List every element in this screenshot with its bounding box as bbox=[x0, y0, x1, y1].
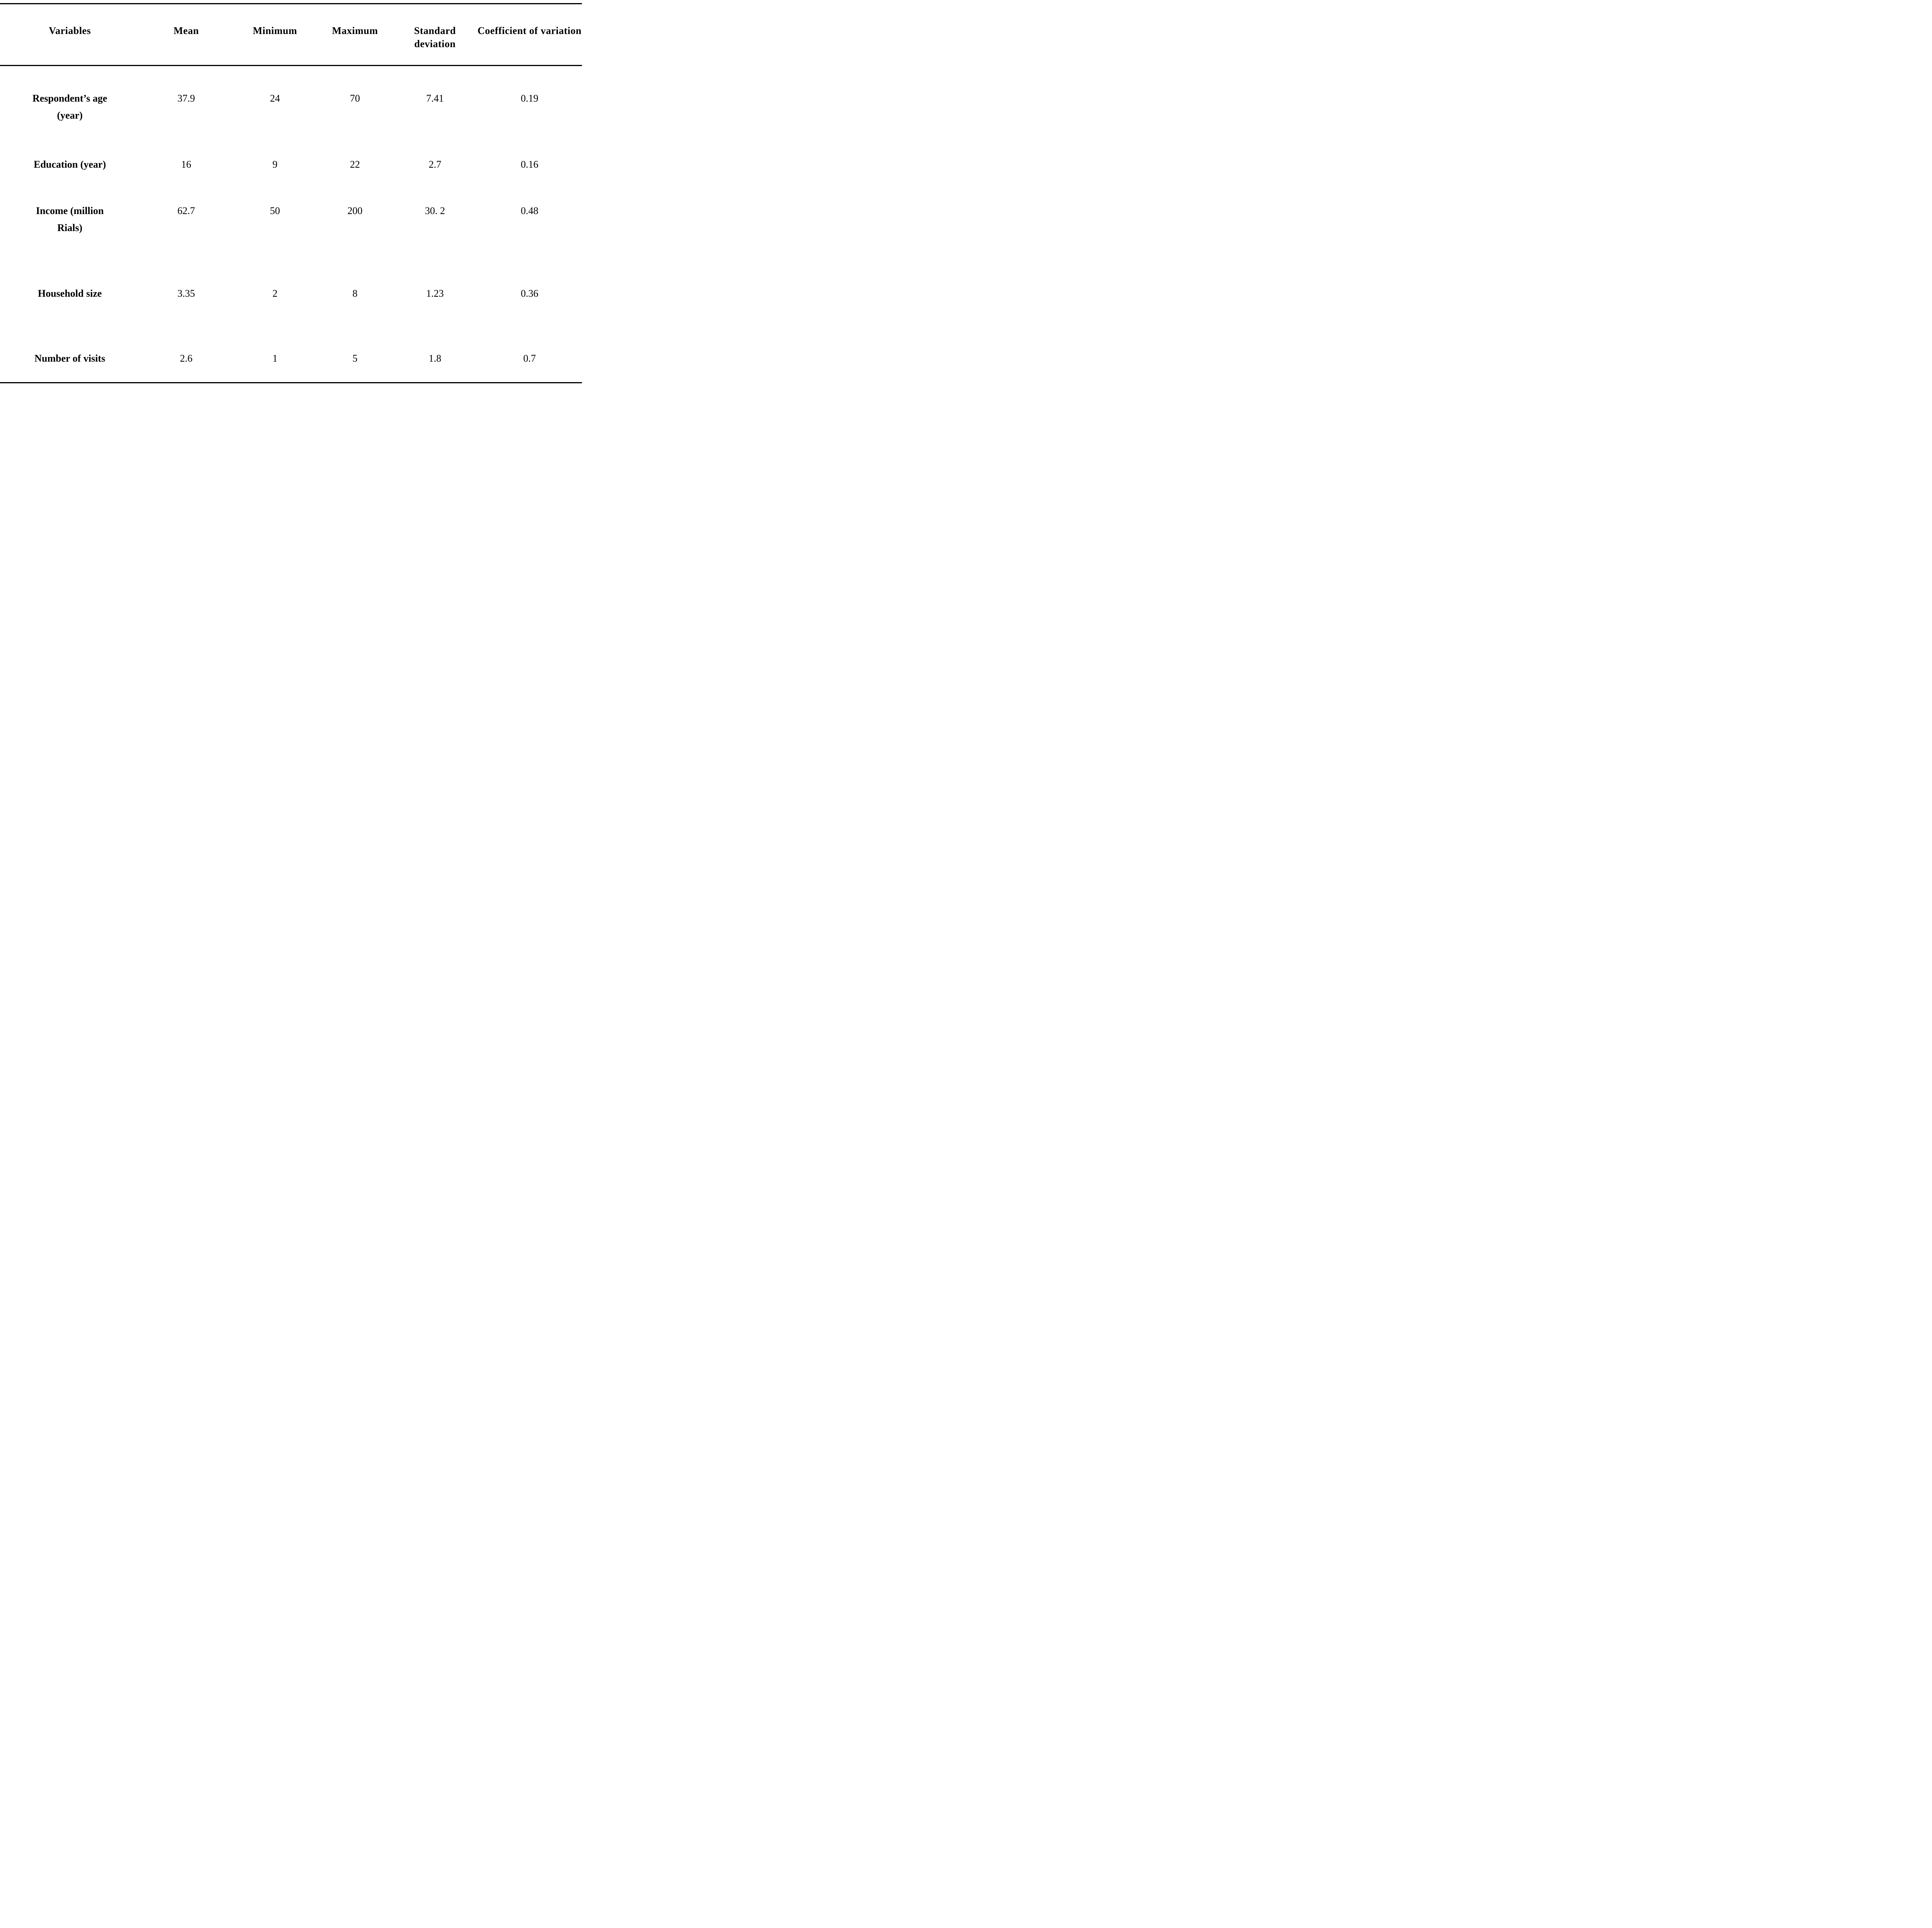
table-row-household-size: Household size 3.35 2 8 1.23 0.36 bbox=[0, 258, 582, 328]
table-header: Variables Mean Minimum Maximum Standard … bbox=[0, 4, 582, 66]
cell-maximum: 200 bbox=[317, 192, 393, 258]
variable-line1: Respondent’s age bbox=[32, 93, 107, 104]
variable-line2: Rials) bbox=[57, 222, 83, 233]
header-standard-deviation: Standard deviation bbox=[393, 4, 477, 66]
cell-maximum: 5 bbox=[317, 328, 393, 383]
variable-line2: (year) bbox=[57, 110, 83, 121]
sd-value: 2.7 bbox=[429, 158, 441, 170]
maximum-value: 70 bbox=[350, 93, 360, 104]
table-row-income: Income (million Rials) 62.7 50 200 30. 2… bbox=[0, 192, 582, 258]
cell-variable: Number of visits bbox=[0, 328, 139, 383]
document-page: { "header": { "variables": "Variables", … bbox=[0, 0, 582, 386]
header-row: Variables Mean Minimum Maximum Standard … bbox=[0, 4, 582, 66]
minimum-value: 24 bbox=[270, 93, 280, 104]
maximum-value: 5 bbox=[352, 352, 358, 364]
variable-line1: Education (year) bbox=[34, 158, 106, 170]
minimum-value: 50 bbox=[270, 205, 280, 216]
cell-mean: 2.6 bbox=[139, 328, 233, 383]
maximum-value: 22 bbox=[350, 158, 360, 170]
header-mean-label: Mean bbox=[173, 25, 199, 36]
cell-coefficient-of-variation: 0.16 bbox=[477, 147, 582, 192]
mean-value: 62.7 bbox=[177, 205, 195, 216]
variable-line1: Number of visits bbox=[34, 352, 105, 364]
mean-value: 37.9 bbox=[177, 93, 195, 104]
sd-value: 1.8 bbox=[429, 352, 441, 364]
table-row-respondents-age: Respondent’s age (year) 37.9 24 70 7.41 … bbox=[0, 66, 582, 147]
cell-coefficient-of-variation: 0.19 bbox=[477, 66, 582, 147]
cell-maximum: 70 bbox=[317, 66, 393, 147]
header-sd-line2: deviation bbox=[414, 38, 456, 49]
cell-standard-deviation: 1.8 bbox=[393, 328, 477, 383]
cell-variable: Household size bbox=[0, 258, 139, 328]
cell-mean: 62.7 bbox=[139, 192, 233, 258]
mean-value: 16 bbox=[181, 158, 191, 170]
cv-value: 0.36 bbox=[520, 287, 539, 299]
cell-standard-deviation: 2.7 bbox=[393, 147, 477, 192]
header-maximum-label: Maximum bbox=[332, 25, 378, 36]
minimum-value: 9 bbox=[272, 158, 278, 170]
cell-mean: 3.35 bbox=[139, 258, 233, 328]
cell-minimum: 1 bbox=[233, 328, 317, 383]
sd-value: 7.41 bbox=[426, 93, 444, 104]
header-maximum: Maximum bbox=[317, 4, 393, 66]
sd-value: 30. 2 bbox=[425, 205, 445, 216]
minimum-value: 1 bbox=[272, 352, 278, 364]
cell-maximum: 8 bbox=[317, 258, 393, 328]
cell-coefficient-of-variation: 0.36 bbox=[477, 258, 582, 328]
table-row-number-of-visits: Number of visits 2.6 1 5 1.8 0.7 bbox=[0, 328, 582, 383]
cv-value: 0.48 bbox=[520, 205, 539, 216]
cell-standard-deviation: 1.23 bbox=[393, 258, 477, 328]
cell-standard-deviation: 30. 2 bbox=[393, 192, 477, 258]
cell-standard-deviation: 7.41 bbox=[393, 66, 477, 147]
mean-value: 2.6 bbox=[180, 352, 193, 364]
header-minimum-label: Minimum bbox=[253, 25, 297, 36]
cell-mean: 16 bbox=[139, 147, 233, 192]
mean-value: 3.35 bbox=[177, 287, 195, 299]
header-coefficient-of-variation: Coefficient of variation bbox=[477, 4, 582, 66]
cell-minimum: 9 bbox=[233, 147, 317, 192]
cell-coefficient-of-variation: 0.7 bbox=[477, 328, 582, 383]
maximum-value: 200 bbox=[347, 205, 363, 216]
summary-statistics-table: Variables Mean Minimum Maximum Standard … bbox=[0, 3, 582, 383]
cell-mean: 37.9 bbox=[139, 66, 233, 147]
cell-minimum: 2 bbox=[233, 258, 317, 328]
table-row-education: Education (year) 16 9 22 2.7 0.16 bbox=[0, 147, 582, 192]
variable-line1: Income (million bbox=[36, 205, 104, 216]
cv-value: 0.7 bbox=[523, 352, 536, 364]
minimum-value: 2 bbox=[272, 287, 278, 299]
cell-coefficient-of-variation: 0.48 bbox=[477, 192, 582, 258]
cell-variable: Respondent’s age (year) bbox=[0, 66, 139, 147]
variable-line1: Household size bbox=[38, 287, 102, 299]
header-variables-label: Variables bbox=[49, 25, 91, 36]
cell-maximum: 22 bbox=[317, 147, 393, 192]
header-sd-line1: Standard bbox=[414, 25, 456, 36]
header-cv-line1: Coefficient of bbox=[477, 25, 538, 36]
maximum-value: 8 bbox=[352, 287, 358, 299]
header-variables: Variables bbox=[0, 4, 139, 66]
header-cv-line2: variation bbox=[541, 25, 582, 36]
cv-value: 0.16 bbox=[520, 158, 539, 170]
header-minimum: Minimum bbox=[233, 4, 317, 66]
cell-variable: Education (year) bbox=[0, 147, 139, 192]
cell-variable: Income (million Rials) bbox=[0, 192, 139, 258]
cv-value: 0.19 bbox=[520, 93, 539, 104]
cell-minimum: 24 bbox=[233, 66, 317, 147]
sd-value: 1.23 bbox=[426, 287, 444, 299]
header-mean: Mean bbox=[139, 4, 233, 66]
table-body: Respondent’s age (year) 37.9 24 70 7.41 … bbox=[0, 66, 582, 383]
cell-minimum: 50 bbox=[233, 192, 317, 258]
